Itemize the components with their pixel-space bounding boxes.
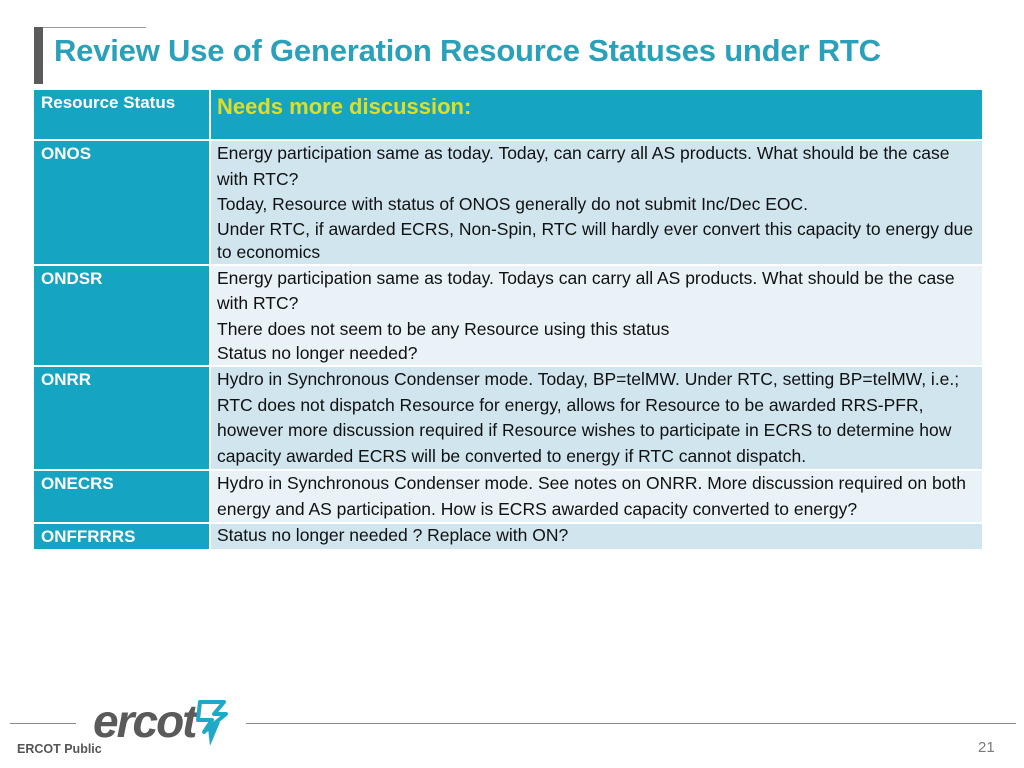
status-cell: ONFFRRRS (34, 524, 211, 551)
table-row: ONDSR Energy participation same as today… (34, 265, 982, 367)
ercot-logo-text: ercot (93, 695, 197, 747)
description-cell: Hydro in Synchronous Condenser mode. Tod… (211, 367, 982, 471)
description-line: Status no longer needed ? Replace with O… (217, 525, 569, 545)
table-row: ONRR Hydro in Synchronous Condenser mode… (34, 367, 982, 471)
description-cell: Hydro in Synchronous Condenser mode. See… (211, 471, 982, 524)
page-number: 21 (978, 739, 995, 756)
description-line: Status no longer needed? (217, 343, 418, 363)
status-cell: ONRR (34, 367, 211, 471)
footer-rule-left (10, 723, 76, 724)
description-line: Energy participation same as today. Toda… (217, 267, 955, 314)
status-cell: ONDSR (34, 265, 211, 367)
resource-status-table: Resource Status Needs more discussion: O… (34, 90, 982, 551)
description-line: Hydro in Synchronous Condenser mode. See… (217, 473, 967, 519)
title-rule (34, 27, 146, 28)
footer-rule-right (246, 723, 1016, 724)
description-cell: Status no longer needed ? Replace with O… (211, 524, 982, 551)
slide-title: Review Use of Generation Resource Status… (54, 33, 881, 68)
status-cell: ONOS (34, 141, 211, 266)
description-cell: Energy participation same as today. Toda… (211, 265, 982, 367)
ercot-logo-mark-icon (196, 700, 228, 746)
table-header-row: Resource Status Needs more discussion: (34, 90, 982, 141)
description-cell: Energy participation same as today. Toda… (211, 141, 982, 266)
header-resource-status: Resource Status (34, 90, 211, 141)
table-row: ONFFRRRS Status no longer needed ? Repla… (34, 524, 982, 551)
description-line: Under RTC, if awarded ECRS, Non-Spin, RT… (217, 218, 974, 262)
description-line: Energy participation same as today. Toda… (217, 143, 950, 189)
description-line: Hydro in Synchronous Condenser mode. Tod… (217, 369, 960, 466)
table-row: ONOS Energy participation same as today.… (34, 141, 982, 266)
header-needs-discussion: Needs more discussion: (211, 90, 982, 141)
title-accent-bar (34, 27, 43, 84)
footer-classification-label: ERCOT Public (17, 742, 102, 756)
status-cell: ONECRS (34, 471, 211, 524)
table-row: ONECRS Hydro in Synchronous Condenser mo… (34, 471, 982, 524)
description-line: Today, Resource with status of ONOS gene… (217, 194, 809, 214)
description-line: There does not seem to be any Resource u… (217, 318, 670, 339)
